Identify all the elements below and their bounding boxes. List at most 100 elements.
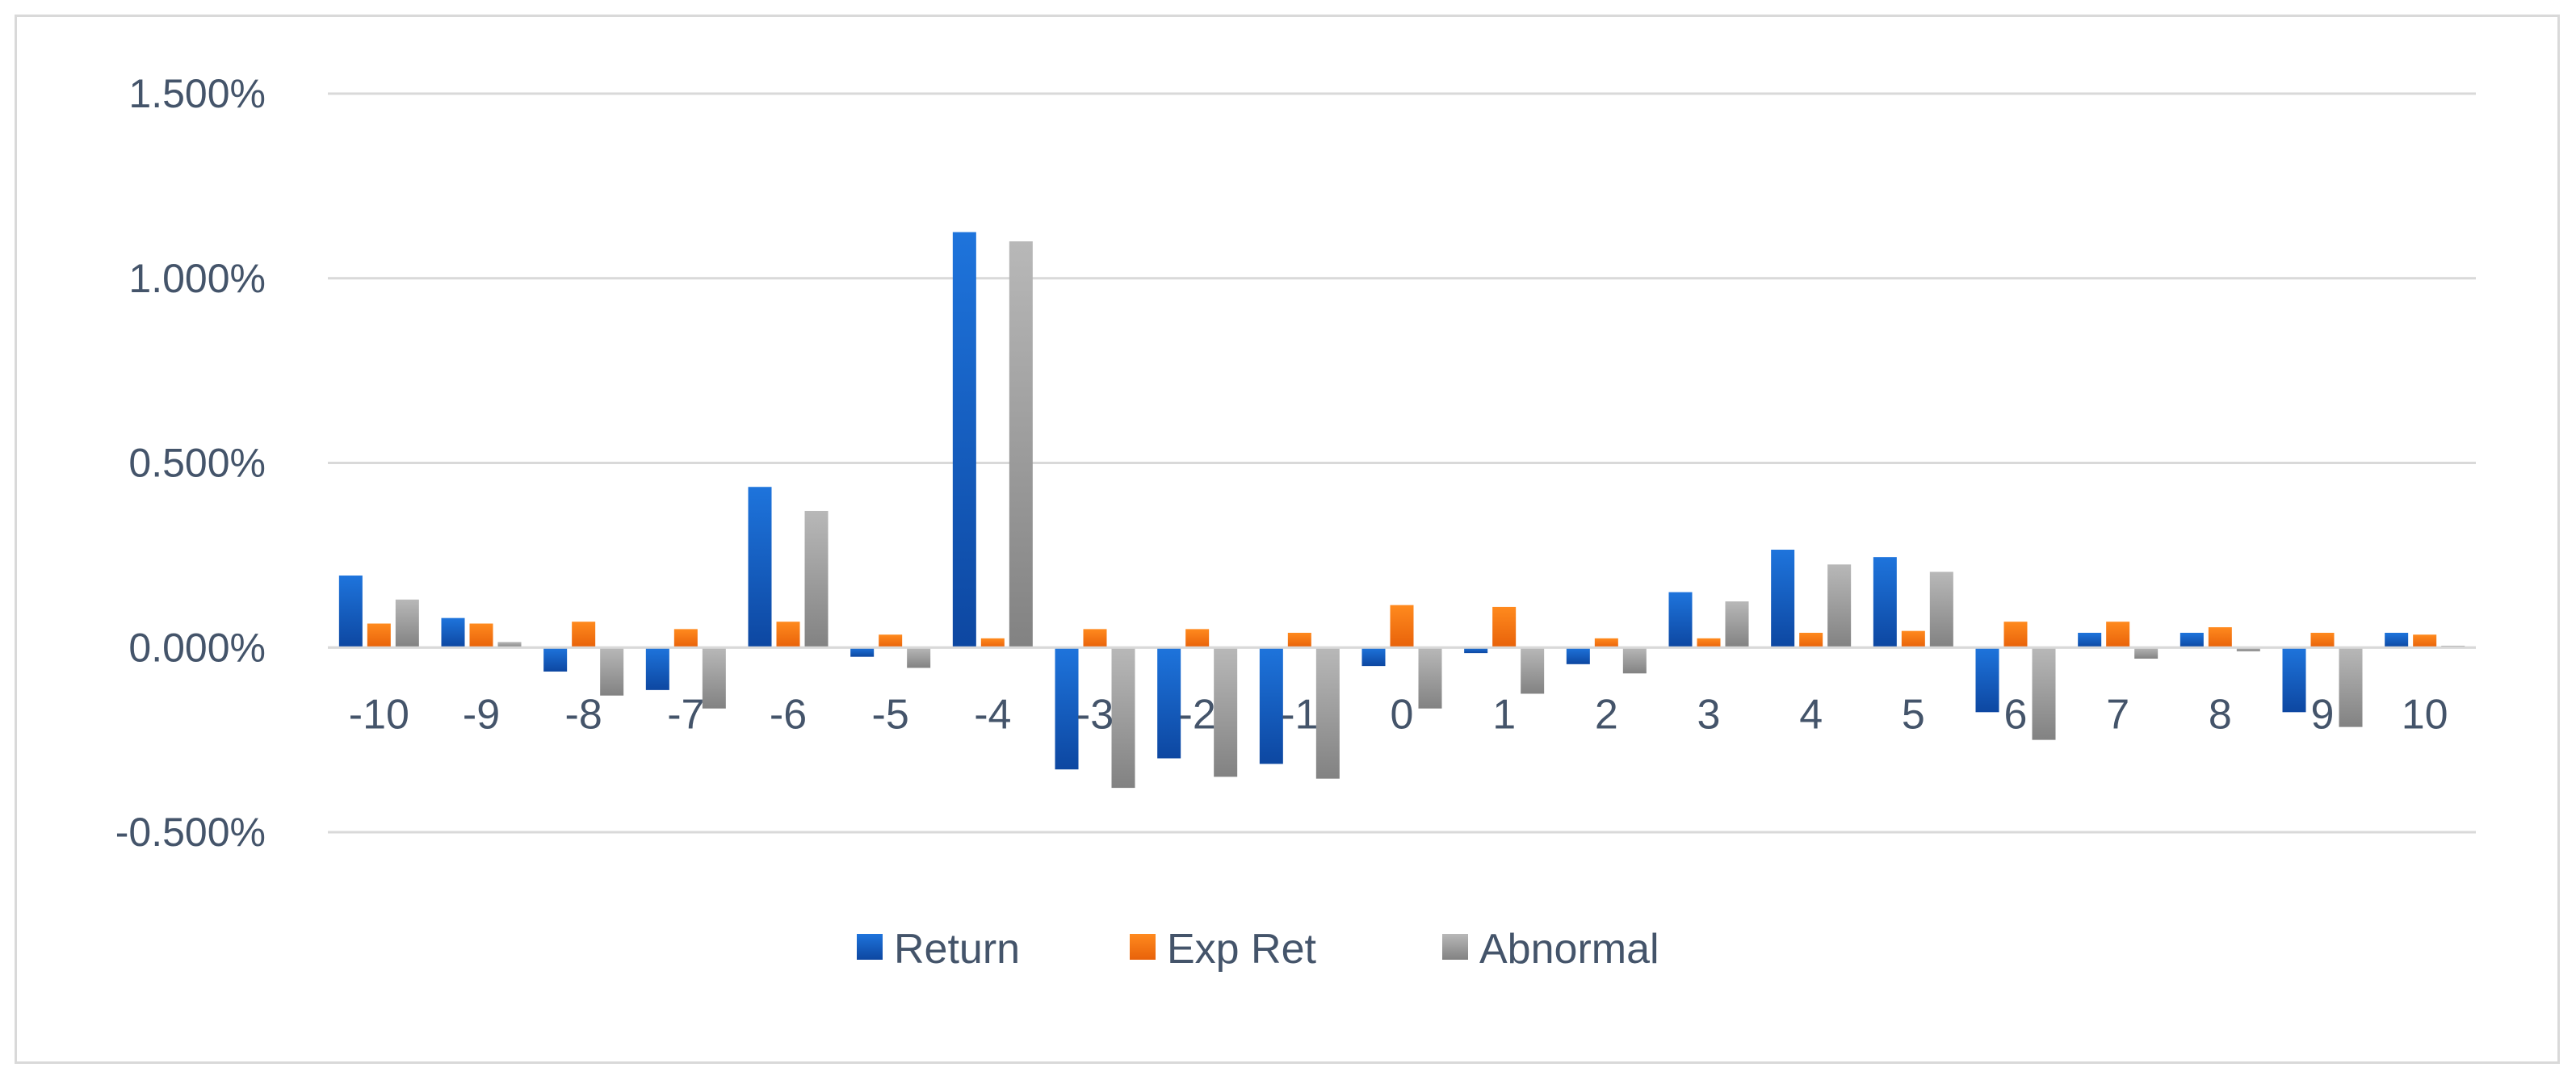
bar-return-2 bbox=[1566, 647, 1590, 664]
bar-exp-ret--7 bbox=[673, 629, 698, 648]
x-tick-label: 1 bbox=[1492, 691, 1516, 738]
bar-return-7 bbox=[2078, 632, 2102, 648]
legend-swatch bbox=[1442, 934, 1468, 960]
x-tick-label: 6 bbox=[2004, 691, 2028, 738]
bar-exp-ret--10 bbox=[367, 623, 391, 648]
bar-exp-ret--6 bbox=[776, 622, 800, 648]
bar-exp-ret--1 bbox=[1287, 632, 1311, 648]
bar-exp-ret-2 bbox=[1594, 638, 1618, 648]
bar-return-6 bbox=[1975, 647, 1999, 713]
x-tick-label: 10 bbox=[2402, 691, 2448, 738]
y-tick-label: 1.500% bbox=[128, 71, 266, 116]
bars bbox=[338, 232, 2465, 789]
bar-abnormal-1 bbox=[1521, 647, 1545, 694]
bar-abnormal--3 bbox=[1111, 647, 1135, 789]
bar-exp-ret--5 bbox=[879, 634, 903, 648]
bar-abnormal--7 bbox=[702, 647, 726, 709]
bar-exp-ret--2 bbox=[1185, 629, 1210, 648]
x-axis-ticks: -10 -9 -8 -7 -6 -5 -4 -3 -2 -1 0 1 2 3 4 5 6 7 8 9 10 bbox=[349, 691, 2448, 738]
y-axis-ticks: 1.500% 1.000% 0.500% 0.000% -0.500% bbox=[115, 71, 266, 855]
bar-exp-ret--9 bbox=[469, 623, 493, 648]
x-tick-label: -6 bbox=[770, 691, 807, 738]
bar-return--3 bbox=[1055, 647, 1079, 770]
bar-abnormal-4 bbox=[1827, 564, 1852, 648]
bar-abnormal--8 bbox=[600, 647, 624, 696]
y-tick-label: 1.000% bbox=[128, 256, 266, 301]
legend: Return Exp Ret Abnormal bbox=[857, 926, 1659, 973]
bar-exp-ret-1 bbox=[1492, 606, 1517, 648]
bar-exp-ret-8 bbox=[2208, 627, 2232, 648]
x-tick-label: 3 bbox=[1697, 691, 1721, 738]
bar-return--4 bbox=[952, 232, 976, 648]
bar-exp-ret-5 bbox=[1901, 630, 1925, 648]
x-tick-label: -1 bbox=[1281, 691, 1318, 738]
bar-exp-ret-9 bbox=[2310, 632, 2335, 648]
y-tick-label: 0.500% bbox=[128, 441, 266, 486]
x-tick-label: 7 bbox=[2106, 691, 2129, 738]
bar-return--2 bbox=[1157, 647, 1181, 759]
x-tick-label: -8 bbox=[565, 691, 602, 738]
bar-exp-ret-10 bbox=[2413, 634, 2437, 648]
bar-abnormal--4 bbox=[1009, 241, 1033, 648]
bar-abnormal-9 bbox=[2339, 647, 2363, 727]
bar-return-8 bbox=[2180, 632, 2204, 648]
bar-abnormal--1 bbox=[1315, 647, 1340, 779]
legend-label: Exp Ret bbox=[1167, 926, 1317, 973]
chart-area: 1.500% 1.000% 0.500% 0.000% -0.500% -10 -9 -8-… bbox=[15, 15, 2560, 1064]
x-tick-label: 2 bbox=[1595, 691, 1618, 738]
bar-return-3 bbox=[1668, 592, 1693, 648]
bar-return--7 bbox=[645, 647, 669, 690]
bar-return-9 bbox=[2282, 647, 2306, 713]
bar-exp-ret--8 bbox=[572, 622, 596, 648]
bar-abnormal--5 bbox=[907, 647, 931, 668]
bar-return--6 bbox=[748, 487, 772, 648]
bar-return-4 bbox=[1771, 550, 1795, 648]
bar-abnormal-2 bbox=[1622, 647, 1647, 674]
y-tick-label: 0.000% bbox=[128, 625, 266, 670]
x-tick-label: -3 bbox=[1076, 691, 1114, 738]
bar-exp-ret-7 bbox=[2106, 622, 2130, 648]
bar-abnormal-6 bbox=[2032, 647, 2056, 740]
bar-return-5 bbox=[1873, 557, 1897, 648]
bar-exp-ret-3 bbox=[1697, 638, 1721, 648]
x-tick-label: 0 bbox=[1391, 691, 1414, 738]
legend-swatch bbox=[857, 934, 883, 960]
bar-exp-ret--3 bbox=[1083, 629, 1107, 648]
bar-return-0 bbox=[1361, 647, 1386, 667]
x-tick-label: 4 bbox=[1799, 691, 1823, 738]
bar-exp-ret--4 bbox=[980, 638, 1005, 648]
x-tick-label: -7 bbox=[667, 691, 704, 738]
x-tick-label: 5 bbox=[1902, 691, 1925, 738]
x-tick-label: -9 bbox=[463, 691, 500, 738]
bar-return--5 bbox=[850, 647, 875, 657]
bar-exp-ret-6 bbox=[2003, 622, 2028, 648]
bar-abnormal-8 bbox=[2236, 647, 2260, 651]
bar-abnormal--2 bbox=[1214, 647, 1238, 777]
bar-exp-ret-0 bbox=[1390, 605, 1414, 648]
bar-abnormal-7 bbox=[2134, 647, 2159, 659]
legend-label: Return bbox=[894, 926, 1020, 973]
bar-return--10 bbox=[338, 576, 363, 648]
bar-return--1 bbox=[1259, 647, 1283, 764]
bar-return-10 bbox=[2385, 632, 2409, 648]
x-tick-label: -4 bbox=[974, 691, 1011, 738]
bar-abnormal--6 bbox=[804, 510, 829, 648]
x-tick-label: -2 bbox=[1179, 691, 1216, 738]
bar-return-1 bbox=[1464, 647, 1488, 654]
x-tick-label: 9 bbox=[2311, 691, 2335, 738]
x-tick-label: -10 bbox=[349, 691, 409, 738]
bar-exp-ret-4 bbox=[1799, 632, 1823, 648]
x-tick-label: -5 bbox=[872, 691, 909, 738]
bar-abnormal--10 bbox=[395, 599, 419, 648]
x-tick-label: 8 bbox=[2209, 691, 2232, 738]
y-tick-label: -0.500% bbox=[115, 810, 266, 855]
bar-abnormal-0 bbox=[1418, 647, 1442, 709]
bar-return--8 bbox=[543, 647, 568, 672]
legend-swatch bbox=[1130, 934, 1156, 960]
bar-abnormal--9 bbox=[497, 642, 522, 648]
bar-abnormal-3 bbox=[1725, 601, 1749, 648]
bar-abnormal-5 bbox=[1929, 571, 1953, 648]
bar-chart: 1.500%1.000%0.500%0.000%-0.500% -10 -9 -8-… bbox=[115, 71, 2476, 973]
bar-return--9 bbox=[441, 617, 465, 648]
legend-label: Abnormal bbox=[1479, 926, 1659, 973]
